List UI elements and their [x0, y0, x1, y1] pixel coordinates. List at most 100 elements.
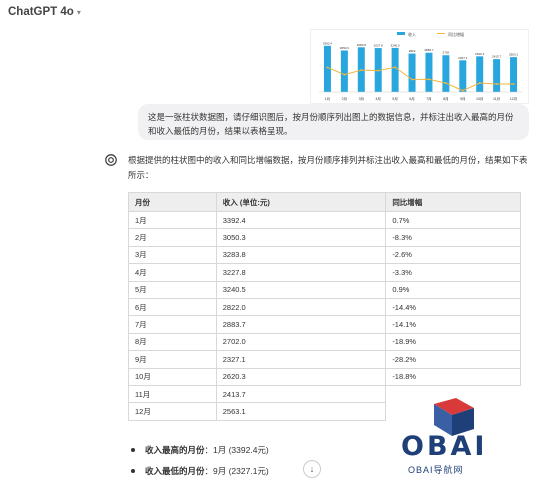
cell-month: 4月 — [128, 263, 217, 282]
cell-revenue: 3050.3 — [215, 228, 387, 247]
cell-growth: 0.9% — [385, 280, 521, 299]
x-tick-label: 7月 — [426, 96, 431, 101]
table-row: 6月 2822.0 -14.4% — [128, 297, 521, 317]
bullet-value: ：1月 (3392.4元) — [204, 444, 269, 455]
cell-month: 9月 — [128, 350, 217, 369]
bar-value-label: 2327.1 — [458, 56, 468, 60]
watermark-text: OBAI — [401, 431, 488, 462]
growth-point — [394, 66, 397, 69]
growth-point — [411, 78, 414, 81]
arrow-down-icon: ↓ — [309, 464, 315, 474]
growth-point — [343, 73, 346, 76]
bar-value-label: 2620.3 — [475, 52, 485, 56]
growth-point — [377, 69, 380, 72]
bar — [476, 56, 484, 92]
x-tick-label: 9月 — [460, 96, 465, 101]
cell-revenue: 3240.5 — [215, 280, 387, 299]
growth-point — [461, 89, 464, 92]
table-row: 3月 3283.8 -2.6% — [128, 245, 521, 265]
bar-value-label: 3392.4 — [323, 41, 333, 45]
x-tick-label: 10月 — [476, 96, 483, 101]
header-month: 月份 — [128, 192, 217, 212]
x-tick-label: 8月 — [443, 96, 448, 101]
cell-month: 6月 — [128, 297, 217, 317]
table-row: 11月 2413.7 — [128, 384, 521, 404]
bar-value-label: 2702 — [443, 51, 450, 55]
summary-list: 收入最高的月份 ：1月 (3392.4元) 收入最低的月份 ：9月 (2327.… — [131, 439, 431, 481]
cell-growth: 0.7% — [385, 210, 521, 230]
bullet-label: 收入最低的月份 — [145, 465, 205, 476]
bar — [391, 47, 399, 92]
chevron-down-icon: ▾ — [76, 7, 81, 17]
bar — [442, 55, 450, 92]
bar — [459, 60, 467, 92]
user-message-bubble: 这是一张柱状数据图，请仔细识图后，按月份顺序列出图上的数据信息，并标注出收入最高… — [138, 104, 529, 140]
bar — [340, 50, 348, 92]
growth-point — [444, 82, 447, 85]
table-row: 10月 2620.3 -18.8% — [128, 367, 521, 386]
bar-value-label: 2883.7 — [424, 48, 434, 52]
cell-revenue: 2822.0 — [215, 297, 387, 317]
cell-revenue: 3283.8 — [215, 245, 387, 265]
cell-month: 3月 — [128, 245, 217, 265]
x-tick-label: 6月 — [409, 96, 414, 101]
bar-value-label: 3283.8 — [357, 43, 367, 47]
bullet-label: 收入最高的月份 — [145, 444, 205, 455]
cell-revenue: 2327.1 — [215, 350, 387, 369]
cell-growth: -18.8% — [385, 367, 521, 386]
chatgpt-logo-icon — [105, 154, 117, 166]
growth-point — [478, 82, 481, 85]
cell-growth: -8.3% — [385, 228, 521, 247]
table-row: 7月 2883.7 -14.1% — [128, 315, 521, 334]
bar-value-label: 2413.7 — [492, 55, 502, 59]
scroll-down-button[interactable]: ↓ — [303, 460, 321, 478]
legend-label-growth: 同比增幅 — [448, 31, 464, 37]
growth-point — [326, 66, 329, 69]
growth-point — [427, 78, 430, 81]
cell-revenue: 3227.8 — [215, 263, 387, 282]
cell-month: 8月 — [128, 332, 217, 352]
bar — [408, 53, 416, 92]
cell-month: 11月 — [128, 384, 217, 404]
cell-revenue: 2413.7 — [215, 384, 387, 404]
bar-value-label: 2563.1 — [509, 53, 519, 57]
table-row: 9月 2327.1 -28.2% — [128, 350, 521, 369]
watermark-logo-icon — [434, 398, 474, 436]
cell-month: 12月 — [128, 402, 217, 421]
x-tick-label: 3月 — [359, 96, 364, 101]
attached-chart-image[interactable]: 收入 同比增幅 3392.4 1月 3050.3 2月 3283.8 3月 3227.8 4月 32… — [310, 29, 529, 104]
x-tick-label: 5月 — [392, 96, 397, 101]
bar-value-label: 2822 — [409, 49, 416, 53]
bar-value-label: 3227.8 — [374, 44, 384, 48]
table-row: 12月 2563.1 — [128, 402, 521, 421]
legend-swatch-revenue — [397, 32, 405, 35]
watermark-subtitle: OBAI导航网 — [408, 465, 464, 475]
result-table: 月份 收入 (单位:元) 同比增幅 1月 3392.4 0.7% 2月 3050.3 -8… — [128, 192, 521, 421]
cell-revenue: 2702.0 — [215, 332, 387, 352]
model-selector[interactable]: ChatGPT 4o ▾ — [8, 6, 81, 18]
x-tick-label: 1月 — [325, 96, 330, 101]
cell-month: 5月 — [128, 280, 217, 299]
cell-growth: -2.6% — [385, 245, 521, 265]
cell-growth: -14.4% — [385, 297, 521, 317]
cell-growth: -18.9% — [385, 332, 521, 352]
list-item: 收入最低的月份 ：9月 (2327.1元) — [131, 460, 431, 481]
growth-point — [495, 83, 498, 85]
table-row: 8月 2702.0 -18.9% — [128, 332, 521, 352]
x-tick-label: 2月 — [342, 96, 347, 101]
bullet-value: ：9月 (2327.1元) — [204, 465, 269, 476]
bullet-icon — [131, 447, 135, 452]
x-tick-label: 4月 — [375, 96, 380, 101]
header-growth: 同比增幅 — [385, 192, 521, 212]
table-row: 5月 3240.5 0.9% — [128, 280, 521, 299]
model-name: ChatGPT 4o — [8, 6, 74, 18]
cell-growth: -3.3% — [385, 263, 521, 282]
x-tick-label: 11月 — [493, 96, 500, 101]
growth-point — [512, 83, 515, 85]
cell-month: 7月 — [128, 315, 217, 334]
table-row: 2月 3050.3 -8.3% — [128, 228, 521, 247]
cell-month: 2月 — [128, 228, 217, 247]
cell-revenue: 3392.4 — [215, 210, 387, 230]
cell-revenue: 2620.3 — [215, 367, 387, 386]
header-revenue: 收入 (单位:元) — [215, 192, 387, 212]
